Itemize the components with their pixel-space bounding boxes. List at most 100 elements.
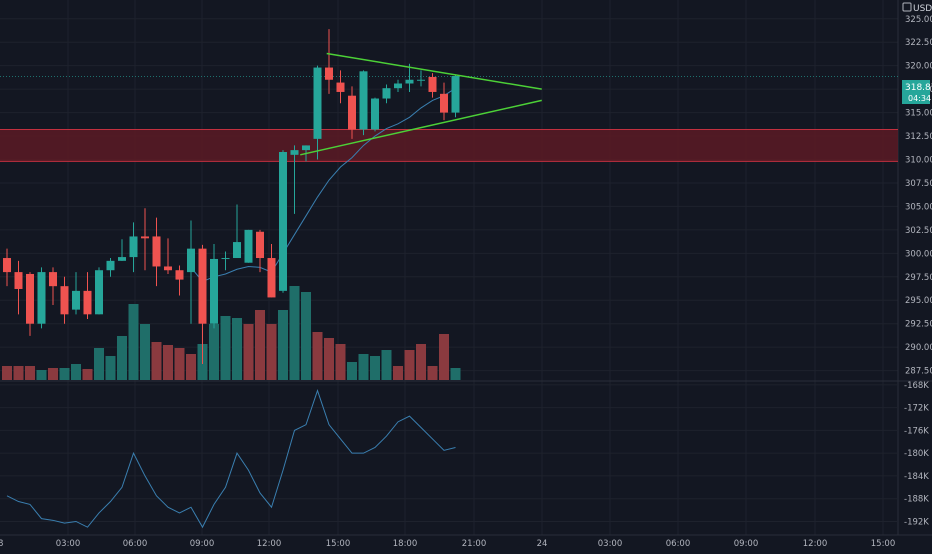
candle-body (26, 273, 34, 324)
osc-tick-label: -168K (904, 381, 929, 391)
volume-bar (301, 292, 311, 380)
volume-bar (220, 316, 231, 380)
candle-body (440, 93, 448, 113)
candle-body (325, 67, 333, 80)
price-tick-label: 287.50 (905, 367, 932, 377)
time-axis[interactable]: 03:00 06:00 09:00 12:00 15:00 18:00 21:00 24 03:… (0, 539, 895, 549)
time-tick-label: 15:00 (326, 539, 351, 549)
volume-bar (174, 348, 185, 380)
currency-label[interactable]: USD (913, 4, 932, 14)
candle-body (428, 76, 437, 92)
volume-bar (71, 364, 81, 380)
zone-fill (0, 129, 898, 162)
volume-bar (105, 356, 116, 380)
moving-average (190, 87, 456, 283)
volume-bar (232, 318, 242, 380)
volume-bar (427, 366, 438, 380)
volume-bar (324, 338, 334, 380)
volume-bar (128, 304, 139, 380)
resistance-zone[interactable] (0, 128, 898, 162)
candle-body (451, 76, 460, 113)
candle-body (244, 229, 253, 263)
volume-bar (209, 324, 219, 380)
volume-bar (36, 370, 47, 380)
triangle-upper-line (326, 52, 542, 90)
candle-body (279, 152, 287, 291)
osc-tick-label: -176K (904, 426, 929, 436)
candle-body (152, 236, 161, 267)
candle-body (210, 258, 218, 324)
price-tick-label: 307.50 (905, 179, 932, 189)
price-tick-label: 305.00 (905, 202, 932, 212)
time-tick-label: 06:00 (123, 539, 148, 549)
candle-body (37, 272, 46, 324)
volume-bar (82, 369, 93, 380)
candle-body (95, 270, 103, 315)
candle-body (187, 248, 195, 273)
grid (0, 0, 932, 536)
osc-tick-label: -188K (904, 495, 929, 505)
volume-bar (278, 310, 288, 380)
price-tag-value: 318.87 (905, 83, 932, 93)
candle-body (233, 242, 241, 259)
volume-bar (439, 334, 449, 380)
time-tick-label: 06:00 (666, 539, 691, 549)
volume-bar (117, 336, 127, 380)
candle-body (313, 67, 322, 139)
price-tag-box (902, 80, 930, 104)
volume-bar (393, 366, 403, 380)
candles (3, 29, 460, 365)
volume-bar (358, 354, 369, 380)
oscillator-line (6, 388, 456, 529)
time-tick-label: 03:00 (598, 539, 623, 549)
volume-bar (312, 332, 323, 380)
time-tick-label: 03:00 (56, 539, 81, 549)
price-tick-label: 325.00 (905, 15, 932, 25)
candle-body (221, 258, 230, 260)
volume-bar (416, 344, 426, 380)
candle-body (417, 79, 425, 81)
volume-bar (255, 310, 265, 380)
volume-bar (243, 324, 254, 380)
candle-body (359, 71, 368, 130)
osc-tick-label: -180K (904, 449, 929, 459)
candle-body (164, 266, 172, 271)
volume-bar (370, 356, 380, 380)
price-tick-label: 297.50 (905, 273, 932, 283)
price-tick-label: 300.00 (905, 249, 932, 259)
candle-body (106, 260, 115, 271)
volume-bar (450, 368, 461, 380)
candle-body (72, 290, 80, 310)
triangle-trendlines[interactable] (300, 52, 542, 156)
volume-bar (289, 286, 300, 380)
price-tick-label: 320.00 (905, 62, 932, 72)
osc-tick-label: -172K (904, 404, 929, 414)
candle-body (141, 236, 149, 239)
candle-body (118, 257, 126, 261)
countdown-label: 04:34 (908, 94, 931, 103)
candle-body (394, 83, 402, 89)
candle-body (14, 272, 23, 289)
candle-body (290, 150, 299, 155)
volume-bar (48, 368, 58, 380)
price-tick-label: 315.00 (905, 109, 932, 119)
candle-body (336, 82, 345, 92)
time-tick-label: 12:00 (803, 539, 828, 549)
volume-bar (94, 348, 104, 380)
time-tick-label: 15:00 (871, 539, 896, 549)
candle-body (60, 286, 69, 315)
volume-bar (404, 350, 415, 380)
volume-bar (381, 350, 392, 380)
candle-body (302, 145, 310, 151)
currency-menu-icon[interactable] (902, 2, 912, 12)
price-axis[interactable]: 325.00322.50320.00317.50315.00312.50310.… (904, 15, 932, 528)
volume-bar (186, 354, 196, 380)
time-edge-label: 8 (0, 539, 3, 549)
price-tick-label: 292.50 (905, 320, 932, 330)
volume-bar (163, 345, 173, 380)
candle-body (371, 98, 379, 130)
osc-tick-label: -192K (904, 517, 929, 527)
time-tick-label: 12:00 (257, 539, 282, 549)
